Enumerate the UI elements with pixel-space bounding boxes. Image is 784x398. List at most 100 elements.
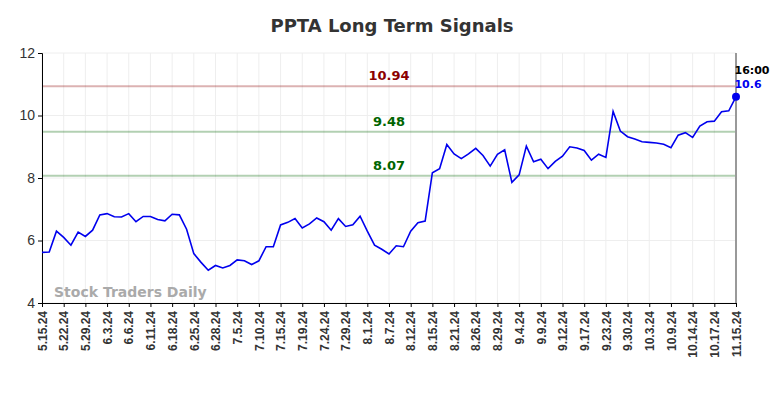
x-tick: 5.29.24 bbox=[79, 303, 93, 351]
x-tick: 6.18.24 bbox=[166, 303, 180, 351]
x-tick: 11.15.24 bbox=[730, 303, 744, 357]
x-tick-label: 8.21.24 bbox=[448, 311, 462, 351]
grid-line bbox=[280, 53, 281, 303]
y-tick-label: 6 bbox=[27, 232, 35, 248]
grid-line bbox=[692, 53, 693, 303]
grid-line bbox=[627, 53, 628, 303]
x-tick-label: 8.12.24 bbox=[404, 311, 418, 351]
y-axis: 4681012 bbox=[19, 45, 42, 311]
grid-line bbox=[107, 53, 108, 303]
x-tick: 10.14.24 bbox=[686, 303, 700, 358]
y-tick: 12 bbox=[19, 45, 42, 61]
x-tick-mark bbox=[216, 303, 217, 307]
x-tick: 9.23.24 bbox=[600, 303, 614, 351]
x-tick-mark bbox=[671, 303, 672, 307]
x-tick-mark bbox=[736, 303, 737, 307]
grid-line bbox=[649, 53, 650, 303]
x-tick: 10.9.24 bbox=[665, 303, 679, 351]
x-tick-mark bbox=[606, 303, 607, 307]
x-tick-mark bbox=[454, 303, 455, 307]
x-tick: 9.4.24 bbox=[513, 303, 527, 344]
x-tick-mark bbox=[150, 303, 151, 307]
x-tick-mark bbox=[64, 303, 65, 307]
x-tick-mark bbox=[714, 303, 715, 307]
x-tick: 8.12.24 bbox=[404, 303, 418, 351]
grid-line bbox=[193, 53, 194, 303]
x-tick-label: 7.5.24 bbox=[231, 311, 245, 345]
plot: Stock Traders Daily10.949.488.0746810125… bbox=[19, 45, 769, 358]
y-axis-line bbox=[38, 54, 43, 304]
x-axis: 5.15.245.22.245.29.246.3.246.6.246.11.24… bbox=[36, 303, 744, 358]
x-tick: 5.22.24 bbox=[57, 303, 71, 351]
x-tick-label: 9.4.24 bbox=[513, 311, 527, 345]
y-tick: 6 bbox=[27, 232, 42, 248]
price-line bbox=[42, 97, 736, 270]
title: PPTA Long Term Signals bbox=[270, 15, 513, 36]
x-tick-mark bbox=[541, 303, 542, 307]
reference-label: 9.48 bbox=[373, 114, 405, 129]
x-tick: 6.25.24 bbox=[188, 303, 202, 351]
grid-line bbox=[584, 53, 585, 303]
x-tick: 8.29.24 bbox=[491, 303, 505, 351]
grid-y bbox=[42, 53, 736, 303]
x-tick-mark bbox=[476, 303, 477, 307]
x-tick-label: 7.24.24 bbox=[318, 311, 332, 351]
x-tick: 6.6.24 bbox=[122, 303, 136, 344]
x-tick-mark bbox=[85, 303, 86, 307]
x-tick-label: 6.18.24 bbox=[166, 311, 180, 351]
last-value: 10.6 bbox=[734, 78, 761, 91]
x-tick-label: 6.3.24 bbox=[101, 311, 115, 345]
series bbox=[42, 97, 736, 270]
reference-line bbox=[42, 175, 736, 177]
reference-label: 10.94 bbox=[368, 68, 409, 83]
x-tick: 10.17.24 bbox=[708, 303, 722, 358]
x-tick-mark bbox=[389, 303, 390, 307]
x-tick-label: 5.15.24 bbox=[36, 311, 50, 351]
x-tick-label: 9.17.24 bbox=[578, 311, 592, 351]
grid-line bbox=[670, 53, 671, 303]
x-tick-label: 8.1.24 bbox=[361, 311, 375, 345]
grid-line bbox=[345, 53, 346, 303]
x-tick-label: 7.29.24 bbox=[339, 311, 353, 351]
grid-line bbox=[63, 53, 64, 303]
x-tick-mark bbox=[237, 303, 238, 307]
grid-line bbox=[714, 53, 715, 303]
x-tick: 8.7.24 bbox=[383, 303, 397, 344]
x-tick-mark bbox=[302, 303, 303, 307]
x-tick: 8.26.24 bbox=[469, 303, 483, 351]
grid-line bbox=[410, 53, 411, 303]
grid-line bbox=[323, 53, 324, 303]
y-tick-label: 12 bbox=[19, 45, 35, 61]
x-tick: 9.30.24 bbox=[621, 303, 635, 351]
grid-line bbox=[237, 53, 238, 303]
x-tick-mark bbox=[281, 303, 282, 307]
x-tick: 10.3.24 bbox=[643, 303, 657, 351]
x-tick-mark bbox=[519, 303, 520, 307]
grid-line bbox=[475, 53, 476, 303]
x-tick: 9.17.24 bbox=[578, 303, 592, 351]
x-tick: 8.15.24 bbox=[426, 303, 440, 351]
grid-line bbox=[367, 53, 368, 303]
x-tick-mark bbox=[693, 303, 694, 307]
x-tick-mark bbox=[172, 303, 173, 307]
x-tick-mark bbox=[628, 303, 629, 307]
grid-line bbox=[497, 53, 498, 303]
x-tick: 7.24.24 bbox=[318, 303, 332, 351]
x-tick-label: 8.15.24 bbox=[426, 311, 440, 351]
y-tick-mark bbox=[38, 178, 42, 179]
x-tick-mark bbox=[411, 303, 412, 307]
x-tick-label: 8.7.24 bbox=[383, 311, 397, 345]
x-tick-mark bbox=[346, 303, 347, 307]
x-tick-label: 9.12.24 bbox=[556, 311, 570, 351]
x-tick: 6.28.24 bbox=[209, 303, 223, 351]
x-tick: 7.5.24 bbox=[231, 303, 245, 344]
x-tick-mark bbox=[497, 303, 498, 307]
y-tick-mark bbox=[38, 53, 42, 54]
grid-line bbox=[128, 53, 129, 303]
y-tick-label: 4 bbox=[27, 295, 35, 311]
grid-line bbox=[562, 53, 563, 303]
x-tick-mark bbox=[432, 303, 433, 307]
y-tick-mark bbox=[38, 241, 42, 242]
reference-label: 8.07 bbox=[373, 158, 405, 173]
grid-line bbox=[302, 53, 303, 303]
